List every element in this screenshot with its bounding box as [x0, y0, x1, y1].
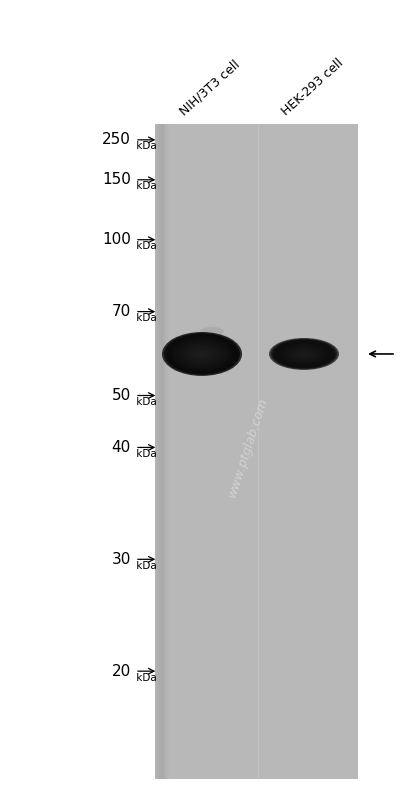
- Ellipse shape: [200, 327, 224, 336]
- Ellipse shape: [294, 349, 314, 359]
- Text: www.ptglab.com: www.ptglab.com: [226, 396, 270, 499]
- Text: 100: 100: [102, 233, 131, 247]
- Ellipse shape: [168, 336, 236, 372]
- Text: HEK-293 cell: HEK-293 cell: [279, 57, 346, 118]
- Ellipse shape: [295, 350, 313, 358]
- Text: 40: 40: [112, 440, 131, 455]
- Ellipse shape: [271, 339, 337, 369]
- Ellipse shape: [180, 342, 224, 366]
- Ellipse shape: [297, 351, 311, 357]
- Ellipse shape: [283, 344, 325, 364]
- Ellipse shape: [192, 348, 212, 360]
- Text: kDa: kDa: [133, 449, 157, 459]
- Ellipse shape: [290, 348, 318, 360]
- Ellipse shape: [272, 340, 336, 368]
- Ellipse shape: [198, 352, 206, 356]
- Ellipse shape: [184, 344, 220, 364]
- Text: kDa: kDa: [133, 397, 157, 407]
- Bar: [159, 124, 165, 779]
- Text: kDa: kDa: [133, 181, 157, 191]
- Ellipse shape: [280, 343, 328, 365]
- Text: 20: 20: [112, 664, 131, 678]
- Bar: [167, 124, 169, 779]
- Text: kDa: kDa: [133, 673, 157, 682]
- Text: 150: 150: [102, 173, 131, 187]
- Ellipse shape: [285, 345, 323, 363]
- Bar: [155, 124, 163, 779]
- Text: 250: 250: [102, 133, 131, 147]
- Ellipse shape: [292, 348, 316, 360]
- Ellipse shape: [166, 334, 238, 374]
- Ellipse shape: [302, 353, 306, 355]
- Bar: [163, 124, 167, 779]
- Text: kDa: kDa: [133, 141, 157, 151]
- Text: NIH/3T3 cell: NIH/3T3 cell: [177, 58, 242, 118]
- Text: 70: 70: [112, 304, 131, 319]
- Ellipse shape: [200, 353, 204, 355]
- Ellipse shape: [176, 340, 228, 368]
- Ellipse shape: [182, 343, 222, 365]
- Ellipse shape: [196, 351, 208, 357]
- Bar: [169, 124, 170, 779]
- Ellipse shape: [288, 347, 320, 361]
- Ellipse shape: [172, 337, 232, 371]
- Ellipse shape: [276, 341, 332, 367]
- Text: 30: 30: [112, 552, 131, 566]
- Bar: [165, 124, 168, 779]
- Ellipse shape: [188, 346, 216, 362]
- Ellipse shape: [278, 342, 330, 366]
- Bar: [157, 124, 164, 779]
- Bar: [155, 124, 358, 779]
- Ellipse shape: [164, 333, 240, 375]
- Ellipse shape: [274, 340, 334, 368]
- Ellipse shape: [178, 340, 226, 367]
- Ellipse shape: [299, 352, 309, 356]
- Text: 50: 50: [112, 388, 131, 403]
- Ellipse shape: [300, 352, 308, 356]
- Ellipse shape: [162, 332, 242, 376]
- Ellipse shape: [269, 338, 339, 370]
- Text: kDa: kDa: [133, 561, 157, 570]
- Ellipse shape: [190, 348, 214, 360]
- Ellipse shape: [186, 345, 218, 363]
- Ellipse shape: [170, 336, 234, 372]
- Text: kDa: kDa: [133, 241, 157, 251]
- Bar: [161, 124, 166, 779]
- Ellipse shape: [286, 346, 322, 362]
- Ellipse shape: [174, 339, 230, 369]
- Ellipse shape: [281, 344, 327, 364]
- Text: kDa: kDa: [133, 313, 157, 323]
- Ellipse shape: [194, 350, 210, 358]
